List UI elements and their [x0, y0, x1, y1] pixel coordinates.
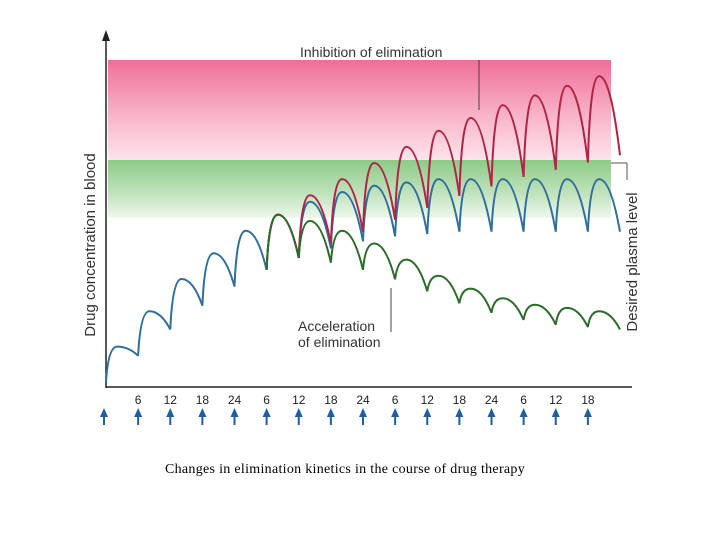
normal-curve-segment [169, 278, 204, 330]
figure-caption: Changes in elimination kinetics in the c… [164, 462, 526, 477]
inhibited-curve-segment [490, 104, 525, 187]
x-tick-label: 18 [324, 393, 338, 407]
x-tick-label: 12 [164, 393, 178, 407]
normal-curve-segment [554, 178, 589, 232]
accelerated-curve-segment [329, 229, 364, 271]
dose-arrow [391, 408, 400, 425]
axes [102, 30, 632, 388]
inhibited-curve-segment [426, 129, 461, 208]
dose-arrow [100, 408, 108, 425]
accelerated-curve-segment [362, 242, 397, 280]
inhibited-curve-segment [329, 178, 364, 244]
normal-curve-segment [362, 184, 397, 242]
dose-arrow [423, 408, 432, 425]
accelerated-curve-segment [265, 213, 300, 270]
normal-curve-segment [426, 178, 461, 235]
inhibited-curve-segment [554, 84, 589, 170]
dose-arrow [134, 408, 143, 425]
x-tick-label: 12 [292, 393, 306, 407]
series-accelerated [265, 213, 621, 330]
inhibited-curve-segment [362, 162, 397, 232]
accelerated-curve-segment [554, 306, 589, 328]
inhibited-curve-segment [394, 145, 429, 220]
annotation-acceleration-line2: of elimination [298, 334, 381, 350]
desired-level-bracket [611, 162, 628, 180]
accelerated-curve-segment [522, 303, 557, 326]
normal-curve-segment [137, 310, 172, 356]
dose-arrow [198, 408, 207, 425]
x-tick-label: 12 [421, 393, 435, 407]
annotation-inhibition: Inhibition of elimination [300, 44, 442, 60]
y-axis-label: Drug concentration in blood [82, 153, 99, 336]
accelerated-curve-segment [394, 258, 429, 292]
x-tick-label: 18 [581, 393, 595, 407]
x-tick-label: 24 [485, 393, 499, 407]
chart: 6 12 18 24 6 12 18 24 6 12 18 24 6 12 18 Inhibition of… [82, 30, 641, 425]
x-tick-label: 6 [392, 393, 399, 407]
x-tick-label: 6 [520, 393, 527, 407]
normal-curve-segment [233, 229, 268, 287]
desired-level-label: Desired plasma level [624, 192, 641, 331]
x-tick-label: 18 [453, 393, 467, 407]
accelerated-curve-segment [426, 274, 461, 304]
toxic-band [108, 60, 611, 160]
normal-curve-segment [105, 345, 139, 383]
inhibited-curve-segment [458, 117, 493, 196]
dose-arrow [326, 408, 335, 425]
dose-arrow [262, 408, 271, 425]
accelerated-curve-segment [586, 310, 621, 330]
inhibited-curve-segment [297, 194, 332, 259]
dose-arrow [294, 408, 303, 425]
inhibited-curve-segment [586, 75, 621, 163]
x-tick-label: 18 [196, 393, 210, 407]
x-tick-label: 24 [228, 393, 242, 407]
x-tick-label: 6 [135, 393, 142, 407]
desired-level-band [108, 160, 611, 218]
dose-arrow [487, 408, 496, 425]
accelerated-curve-segment [297, 220, 332, 263]
dose-arrow [230, 408, 239, 425]
x-ticks: 6 12 18 24 6 12 18 24 6 12 18 24 6 12 18 [135, 393, 595, 407]
dose-arrow [455, 408, 464, 425]
x-tick-label: 12 [549, 393, 563, 407]
accelerated-curve-segment [490, 297, 525, 321]
dose-arrow [551, 408, 560, 425]
normal-curve-segment [394, 181, 429, 237]
normal-curve-segment [586, 178, 621, 232]
dose-arrow [519, 408, 528, 425]
dose-arrow [359, 408, 367, 425]
dose-arrows [100, 408, 592, 425]
dose-arrow [166, 408, 175, 425]
series-group [105, 75, 621, 383]
x-tick-label: 24 [356, 393, 370, 407]
dose-arrow [583, 408, 592, 425]
annotation-acceleration-line1: Acceleration [298, 318, 375, 334]
inhibited-curve-segment [522, 94, 557, 177]
normal-curve-segment [522, 178, 557, 232]
normal-curve-segment [490, 178, 525, 232]
normal-curve-segment [458, 178, 493, 232]
normal-curve-segment [201, 252, 236, 306]
accelerated-curve-segment [458, 287, 493, 314]
x-tick-label: 6 [263, 393, 270, 407]
y-axis-arrowhead [102, 30, 110, 41]
